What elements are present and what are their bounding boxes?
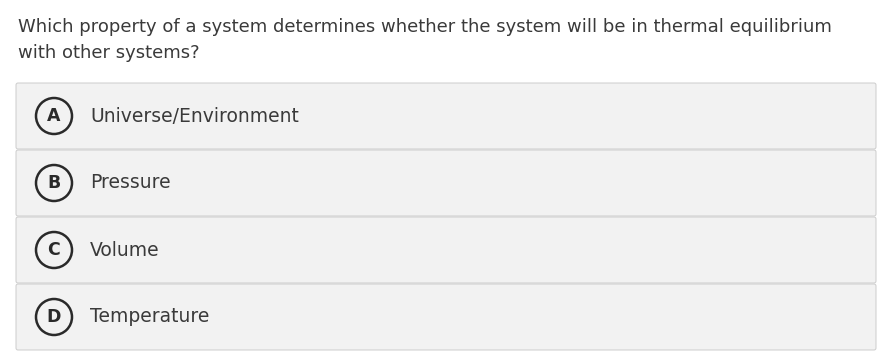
Text: A: A — [47, 107, 61, 125]
Text: with other systems?: with other systems? — [18, 44, 200, 62]
Text: Pressure: Pressure — [90, 174, 170, 193]
Text: Temperature: Temperature — [90, 307, 210, 327]
Text: C: C — [47, 241, 61, 259]
Text: Universe/Environment: Universe/Environment — [90, 107, 299, 126]
FancyBboxPatch shape — [16, 83, 876, 149]
Text: Which property of a system determines whether the system will be in thermal equi: Which property of a system determines wh… — [18, 18, 832, 36]
Text: D: D — [46, 308, 62, 326]
Text: Volume: Volume — [90, 240, 160, 260]
FancyBboxPatch shape — [16, 284, 876, 350]
FancyBboxPatch shape — [16, 217, 876, 283]
FancyBboxPatch shape — [16, 150, 876, 216]
Text: B: B — [47, 174, 61, 192]
